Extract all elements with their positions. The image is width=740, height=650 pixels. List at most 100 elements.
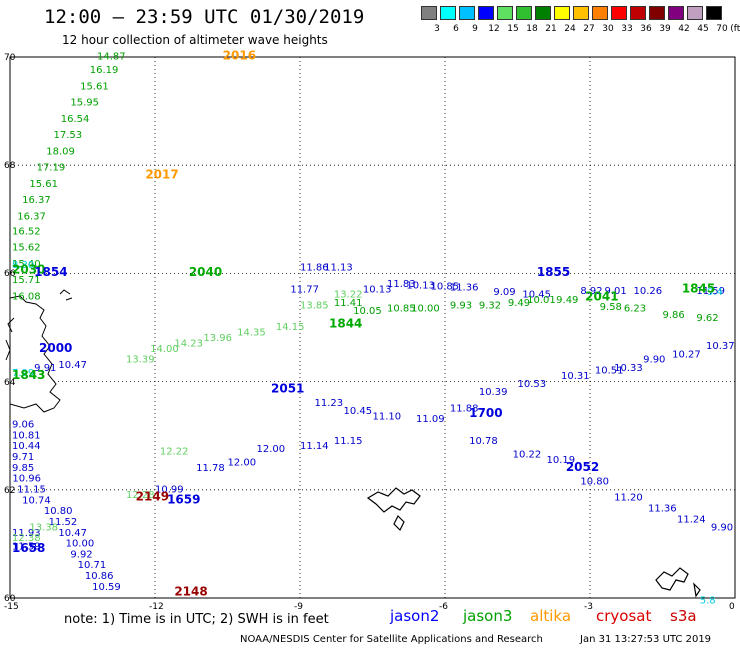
wave-height-value: 7.99: [12, 368, 34, 379]
scale-swatch: [497, 6, 513, 20]
footer-note: note: 1) Time is in UTC; 2) SWH is in fe…: [64, 612, 329, 627]
wave-height-value: 10.80: [44, 506, 73, 517]
wave-height-value: 5.8: [700, 595, 716, 606]
pass-time-label: 2052: [566, 460, 599, 474]
scale-label: 15: [507, 24, 519, 34]
pass-time-label: 1700: [469, 406, 502, 420]
wave-height-value: 9.85: [12, 463, 34, 474]
scale-label: 27: [583, 24, 595, 34]
wave-height-value: 9.91: [34, 363, 56, 374]
scale-label: 45: [697, 24, 709, 34]
latitude-label: 70: [4, 53, 16, 63]
legend-s3a: s3a: [670, 607, 697, 625]
pass-time-label: 1844: [329, 317, 362, 331]
wave-height-value: 14.87: [97, 52, 126, 63]
wave-height-value: 11.41: [334, 298, 363, 309]
scale-swatch: [687, 6, 703, 20]
wave-height-value: 8.92: [580, 286, 602, 297]
wave-height-value: 15.95: [70, 98, 99, 109]
wave-height-value: 15.61: [29, 179, 58, 190]
hebrides-coastline: [5, 317, 15, 361]
pass-time-label: 2148: [174, 584, 207, 598]
wave-height-value: 13.96: [203, 333, 232, 344]
wave-height-value: 10.31: [561, 371, 590, 382]
legend-jason2: jason2: [390, 607, 440, 625]
wave-height-value: 10.81: [12, 430, 41, 441]
pass-time-label: 2017: [145, 168, 178, 182]
wave-height-value: 10.19: [547, 455, 576, 466]
scale-swatch: [516, 6, 532, 20]
pass-time-label: 2030: [12, 262, 45, 276]
wave-height-value: 16.54: [61, 114, 90, 125]
wave-height-value: 11.93: [12, 528, 41, 539]
scale-label: 9: [472, 24, 478, 34]
map-title: 12:00 — 23:59 UTC 01/30/2019: [44, 6, 365, 28]
shetland-coastline: [655, 567, 701, 598]
wave-height-value: 10.33: [614, 363, 643, 374]
wave-height-value: 10.47: [58, 360, 87, 371]
scale-label: 42: [678, 24, 690, 34]
wave-height-value: 9.71: [12, 452, 34, 463]
pass-time-label: 1854: [34, 265, 67, 279]
wave-height-value: 9.4: [707, 287, 723, 298]
orkney-coastline: [59, 289, 73, 301]
wave-height-value: 9.49: [556, 295, 578, 306]
wave-height-value: 14.00: [150, 344, 179, 355]
legend-cryosat: cryosat: [596, 607, 652, 625]
longitude-label: 0: [729, 602, 735, 612]
wave-height-value: 10.37: [706, 341, 735, 352]
wave-height-value: 11.52: [49, 517, 78, 528]
scale-swatch: [573, 6, 589, 20]
scale-label: 12: [488, 24, 500, 34]
wave-height-value: 11.13: [324, 263, 353, 274]
wave-height-value: 11.14: [300, 441, 329, 452]
wave-height-value: 12.28: [126, 490, 155, 501]
wave-height-value: 11.10: [373, 411, 402, 422]
latitude-label: 62: [4, 485, 16, 496]
latitude-label: 68: [4, 161, 16, 172]
wave-height-value: 10.99: [155, 485, 184, 496]
longitude-label: -9: [294, 602, 303, 612]
wave-height-value: 17.53: [54, 130, 83, 141]
wave-height-value: 10.13: [406, 281, 435, 292]
scale-swatch: [554, 6, 570, 20]
wave-height-value: 9.92: [70, 549, 92, 560]
scale-swatch: [611, 6, 627, 20]
scale-swatch: [592, 6, 608, 20]
pass-time-label: 1843: [12, 368, 45, 382]
wave-height-value: 16.37: [22, 195, 51, 206]
wave-height-value: 11.15: [17, 485, 46, 496]
wave-height-value: 9.01: [605, 286, 627, 297]
scale-label: 39: [659, 24, 671, 34]
wave-height-value: 10.00: [66, 539, 95, 550]
coastline: [5, 289, 701, 598]
wave-height-value: 15.62: [12, 243, 41, 254]
latitude-label: 64: [4, 377, 16, 388]
longitude-label: -3: [584, 602, 593, 612]
wave-height-value: 17.19: [37, 163, 66, 174]
wave-height-value: 10.85: [431, 282, 460, 293]
scale-label: 6: [453, 24, 459, 34]
wave-height-value: 10.78: [469, 436, 498, 447]
wave-height-value: 14.23: [174, 338, 203, 349]
satellite-tracks: 14.87 16.19 15.61 15.95 16.54 17.53 18.09 17.19…: [12, 49, 735, 607]
wave-height-value: 10.45: [522, 290, 551, 301]
faroe-islands-coastline: [366, 487, 421, 532]
wave-height-value: 10.85: [387, 303, 416, 314]
wave-height-value: 16.08: [12, 291, 41, 302]
wave-height-value: 9.62: [696, 313, 718, 324]
scale-label: 33: [621, 24, 633, 34]
wave-height-value: 11.77: [290, 284, 319, 295]
scale-swatch: [535, 6, 551, 20]
wave-height-value: 9.90: [643, 355, 665, 366]
scale-swatch: [478, 6, 494, 20]
legend-jason3: jason3: [463, 607, 513, 625]
wave-height-value: 11.59: [12, 541, 41, 552]
scale-label: 24: [564, 24, 576, 34]
scale-label: 70: [716, 24, 728, 34]
wave-height-value: 15.61: [80, 81, 109, 92]
scale-swatch: [440, 6, 456, 20]
wave-height-value: 9.09: [493, 287, 515, 298]
wave-height-value: 10.44: [12, 441, 41, 452]
wave-height-value: 18.09: [46, 146, 75, 157]
